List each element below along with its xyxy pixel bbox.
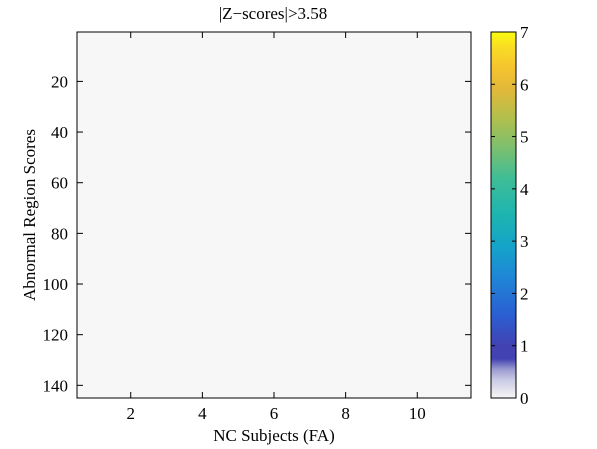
x-tick-label: 8: [341, 404, 350, 423]
y-tick-label: 80: [51, 224, 68, 243]
x-axis: 2 4 6 8 10: [126, 32, 426, 423]
x-tick-label: 10: [409, 404, 426, 423]
y-tick-label: 20: [51, 72, 68, 91]
y-tick-label: 140: [43, 376, 69, 395]
y-tick-label: 60: [51, 174, 68, 193]
heatmap-cells: [76, 31, 472, 399]
colorbar-gradient: [490, 31, 517, 399]
colorbar-tick-label: 6: [520, 75, 529, 94]
y-axis-label: Abnormal Region Scores: [20, 129, 39, 301]
plot-area: 2 4 6 8 10 20 40 60 80 100 120 140: [43, 31, 472, 423]
colorbar-tick-label: 1: [520, 337, 529, 356]
colorbar: 0 1 2 3 4 5 6 7: [490, 23, 529, 408]
x-tick-label: 2: [126, 404, 135, 423]
y-tick-label: 100: [43, 275, 69, 294]
y-tick-label: 120: [43, 326, 69, 345]
x-tick-label: 4: [198, 404, 207, 423]
chart-title: |Z−scores|>3.58: [219, 4, 328, 23]
colorbar-tick-label: 0: [520, 389, 529, 408]
y-axis: 20 40 60 80 100 120 140: [43, 72, 471, 395]
y-tick-label: 40: [51, 123, 68, 142]
colorbar-tick-label: 5: [520, 128, 529, 147]
colorbar-tick-label: 2: [520, 284, 529, 303]
x-axis-label: NC Subjects (FA): [213, 426, 335, 445]
colorbar-tick-label: 7: [520, 23, 529, 42]
x-tick-label: 6: [270, 404, 279, 423]
colorbar-tick-label: 4: [520, 180, 529, 199]
colorbar-tick-label: 3: [520, 232, 529, 251]
